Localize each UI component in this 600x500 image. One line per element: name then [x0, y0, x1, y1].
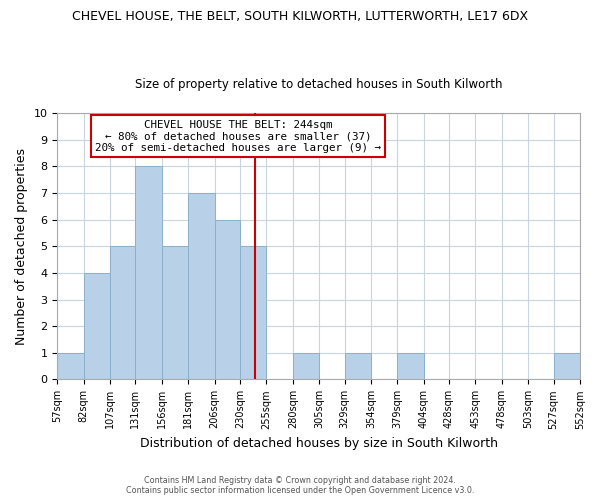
- Text: CHEVEL HOUSE THE BELT: 244sqm
← 80% of detached houses are smaller (37)
20% of s: CHEVEL HOUSE THE BELT: 244sqm ← 80% of d…: [95, 120, 381, 153]
- Bar: [344, 353, 371, 380]
- Bar: [397, 353, 424, 380]
- Bar: [240, 246, 266, 380]
- Bar: [188, 193, 215, 380]
- X-axis label: Distribution of detached houses by size in South Kilworth: Distribution of detached houses by size …: [140, 437, 497, 450]
- Bar: [293, 353, 319, 380]
- Text: CHEVEL HOUSE, THE BELT, SOUTH KILWORTH, LUTTERWORTH, LE17 6DX: CHEVEL HOUSE, THE BELT, SOUTH KILWORTH, …: [72, 10, 528, 23]
- Bar: [57, 353, 83, 380]
- Bar: [83, 273, 110, 380]
- Bar: [162, 246, 188, 380]
- Y-axis label: Number of detached properties: Number of detached properties: [15, 148, 28, 344]
- Bar: [136, 166, 162, 380]
- Bar: [110, 246, 136, 380]
- Bar: [554, 353, 580, 380]
- Text: Contains HM Land Registry data © Crown copyright and database right 2024.
Contai: Contains HM Land Registry data © Crown c…: [126, 476, 474, 495]
- Bar: [215, 220, 240, 380]
- Title: Size of property relative to detached houses in South Kilworth: Size of property relative to detached ho…: [135, 78, 502, 91]
